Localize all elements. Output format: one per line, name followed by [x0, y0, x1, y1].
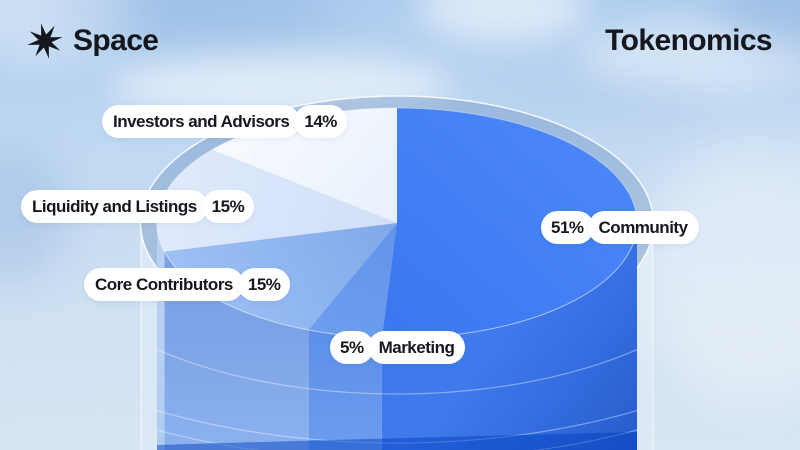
slice-pct: 51%: [551, 217, 584, 237]
slice-pct: 15%: [211, 196, 245, 216]
ripple-arc: [39, 222, 755, 395]
brand-logo: Space: [26, 22, 159, 60]
slice-name: Community: [598, 217, 689, 237]
slice-name-pill: Community: [587, 211, 699, 244]
pie-slice-marketing: [308, 223, 397, 338]
ripple-arc: [157, 223, 637, 444]
cylinder-bottom-shadow: [157, 432, 637, 450]
star-icon: [27, 23, 63, 59]
slice-name-pill: Liquidity and Listings: [21, 190, 208, 223]
pie-wall-community: [381, 223, 637, 450]
brand-name: Space: [73, 24, 159, 57]
ripple-arc: [0, 327, 800, 444]
slice-label-investors-and-advisors: Investors and Advisors 14%: [102, 105, 347, 138]
pie-slice-liquidity-and-listings: [157, 149, 397, 252]
slice-name-pill: Core Contributors: [84, 268, 244, 301]
pie-wall-core-contributors: [164, 251, 309, 450]
slice-label-core-contributors: Core Contributors 15%: [84, 268, 291, 301]
slice-pct-pill: 51%: [541, 211, 594, 244]
slice-name-pill: Investors and Advisors: [102, 105, 301, 138]
slice-pct-pill: 15%: [237, 268, 291, 301]
ripple-arc: [157, 223, 637, 395]
slice-label-liquidity-and-listings: Liquidity and Listings 15%: [21, 190, 255, 223]
slice-pct: 15%: [247, 274, 281, 294]
slice-name-pill: Marketing: [367, 331, 466, 364]
slice-pct: 5%: [340, 337, 364, 357]
slice-label-community: 51% Community: [541, 211, 699, 244]
slice-name: Investors and Advisors: [113, 111, 290, 131]
slice-name: Core Contributors: [95, 274, 233, 294]
slice-pct-pill: 5%: [330, 331, 374, 364]
pie-slice-community: [381, 108, 637, 338]
slice-label-marketing: 5% Marketing: [330, 331, 466, 364]
pie-wall-liquidity-and-listings: [157, 223, 165, 450]
slice-pct: 14%: [304, 111, 337, 131]
slice-pct-pill: 14%: [294, 105, 347, 138]
slice-name: Liquidity and Listings: [32, 196, 197, 216]
page-title: Tokenomics: [605, 24, 772, 57]
slice-pct-pill: 15%: [201, 190, 255, 223]
slice-name: Marketing: [378, 337, 455, 357]
